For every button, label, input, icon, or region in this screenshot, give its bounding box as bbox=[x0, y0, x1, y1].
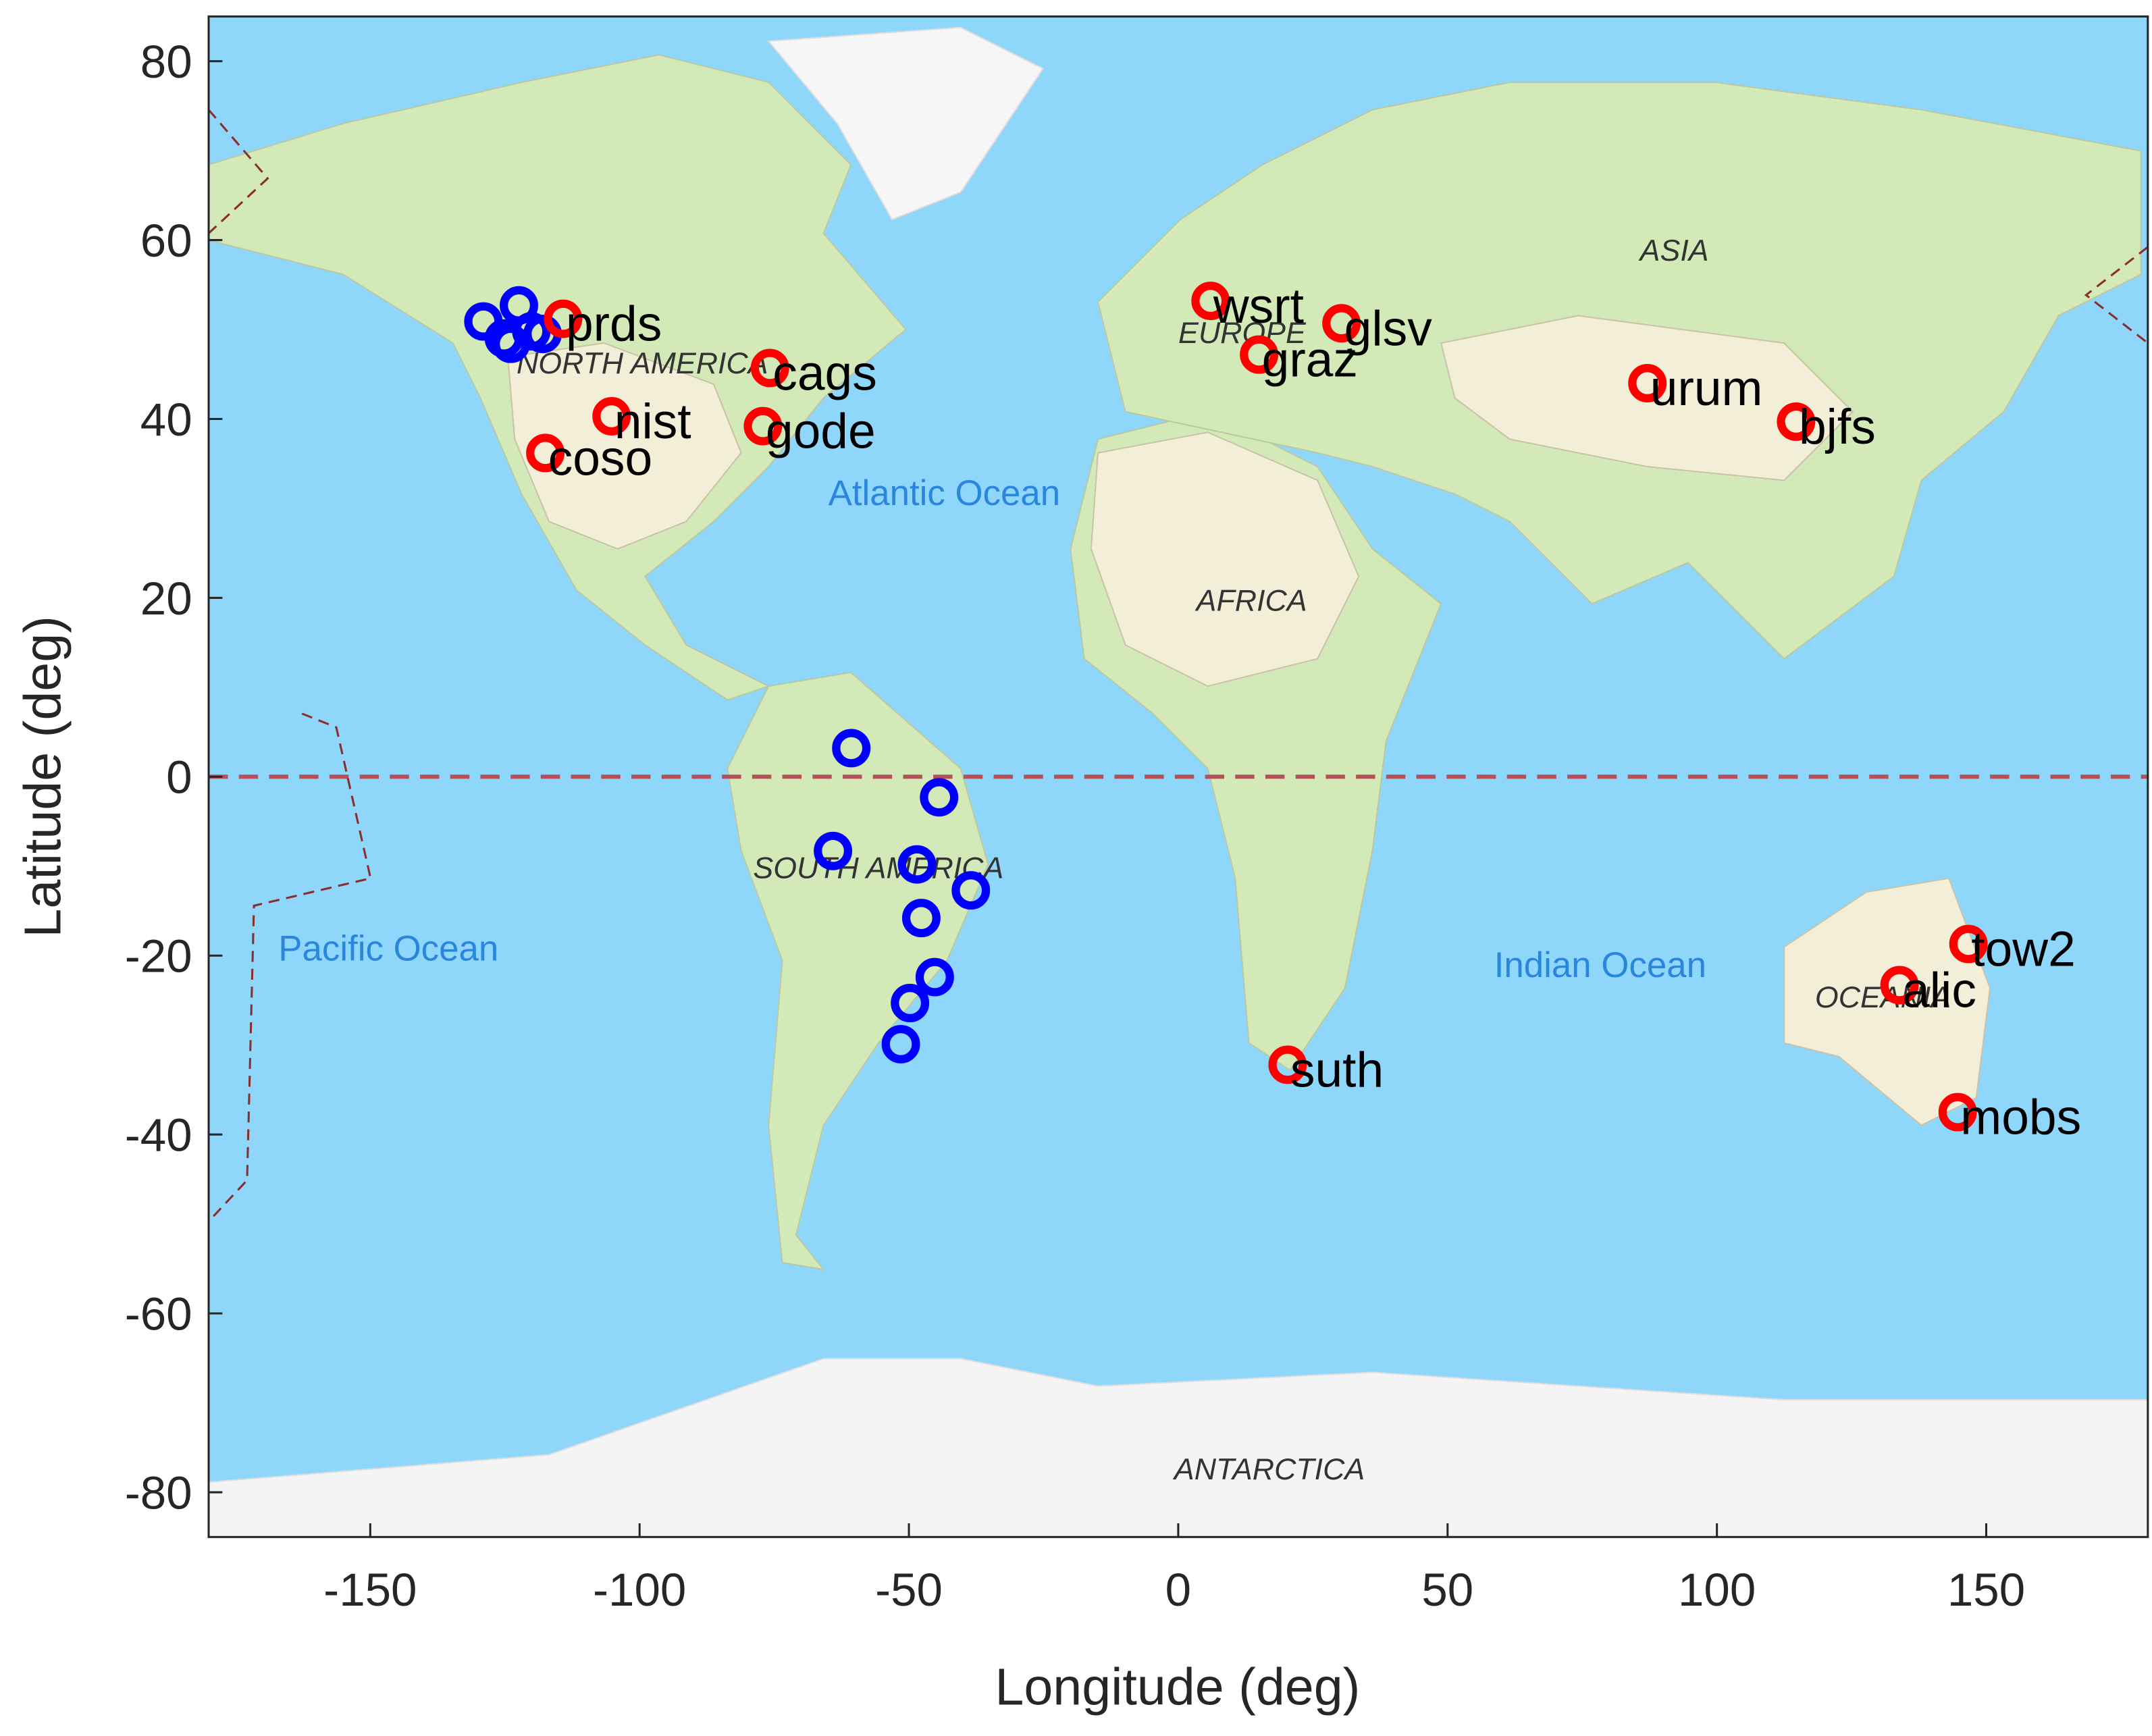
y-tick-label: 60 bbox=[140, 214, 192, 267]
map-label: AFRICA bbox=[1195, 584, 1307, 617]
map-label: NORTH AMERICA bbox=[517, 347, 768, 380]
station-marker bbox=[492, 324, 530, 363]
y-tick-label: -60 bbox=[125, 1288, 192, 1340]
dateline bbox=[207, 109, 269, 234]
land bbox=[506, 342, 742, 550]
station-label: bjfs bbox=[1799, 399, 1876, 454]
station-marker bbox=[1777, 402, 1816, 441]
x-tick-label: -150 bbox=[323, 1563, 417, 1616]
x-tick-label: 0 bbox=[1165, 1563, 1191, 1616]
station-marker bbox=[544, 299, 583, 338]
station-marker bbox=[881, 1024, 920, 1063]
station-label: coso bbox=[548, 430, 653, 485]
dateline bbox=[207, 712, 372, 1222]
station-marker bbox=[1322, 304, 1361, 343]
station-marker bbox=[1880, 966, 1919, 1005]
station-label: prds bbox=[566, 296, 662, 352]
station-marker bbox=[920, 778, 959, 817]
station-marker bbox=[1949, 924, 1988, 964]
series: prdsnistcosocagsgodewsrtgrazglsvurumbjfs… bbox=[526, 278, 2081, 1145]
station-label: wsrt bbox=[1213, 278, 1304, 334]
station-label: nist bbox=[614, 394, 691, 449]
land bbox=[727, 671, 989, 1271]
station-label: alic bbox=[1902, 963, 1976, 1018]
y-tick-label: 40 bbox=[140, 393, 192, 446]
station-marker bbox=[951, 871, 991, 910]
station-marker bbox=[897, 845, 937, 884]
y-tick-label: 20 bbox=[140, 572, 192, 625]
station-marker bbox=[592, 397, 631, 436]
station-label: glsv bbox=[1344, 300, 1433, 356]
station-marker bbox=[1240, 335, 1279, 374]
x-tick-label: 50 bbox=[1421, 1563, 1473, 1616]
station-marker bbox=[750, 348, 789, 388]
station-marker bbox=[1191, 282, 1230, 321]
y-tick-label: -80 bbox=[125, 1466, 192, 1519]
station-label: tow2 bbox=[1971, 922, 2076, 977]
y-tick-label: 0 bbox=[166, 751, 192, 804]
map-label: ANTARCTICA bbox=[1172, 1453, 1365, 1486]
x-tick-label: 150 bbox=[1947, 1563, 2025, 1616]
station-label: cags bbox=[772, 345, 877, 400]
station-marker bbox=[832, 729, 871, 768]
map-label: EUROPE bbox=[1178, 317, 1307, 350]
map-label: Atlantic Ocean bbox=[829, 473, 1061, 513]
basemap bbox=[207, 16, 2149, 1538]
station-marker bbox=[915, 957, 954, 997]
dateline bbox=[2084, 246, 2149, 344]
x-tick-label: 100 bbox=[1678, 1563, 1756, 1616]
series bbox=[464, 286, 991, 1063]
station-marker bbox=[1268, 1045, 1307, 1084]
land bbox=[767, 26, 1045, 221]
map-label: ASIA bbox=[1638, 234, 1709, 267]
station-marker bbox=[901, 899, 941, 938]
land bbox=[1783, 877, 1991, 1126]
y-tick-label: -40 bbox=[125, 1109, 192, 1161]
station-marker bbox=[891, 984, 930, 1022]
station-marker bbox=[526, 433, 565, 473]
station-marker bbox=[743, 406, 783, 446]
map-label: Indian Ocean bbox=[1494, 945, 1706, 985]
x-tick-label: -50 bbox=[875, 1563, 943, 1616]
station-label: mobs bbox=[1960, 1090, 2081, 1145]
land bbox=[1090, 431, 1360, 687]
station-label: gode bbox=[766, 404, 876, 459]
station-marker bbox=[814, 831, 853, 870]
map-label: Pacific Ocean bbox=[278, 929, 498, 969]
x-axis-label: Longitude (deg) bbox=[995, 1658, 1360, 1716]
y-axis-label: Latitude (deg) bbox=[14, 616, 72, 938]
y-tick-label: -20 bbox=[125, 930, 192, 982]
station-label: urum bbox=[1650, 361, 1763, 416]
station-label: suth bbox=[1290, 1042, 1384, 1097]
x-tick-label: -100 bbox=[593, 1563, 686, 1616]
station-marker bbox=[1938, 1093, 1977, 1132]
y-tick-label: 80 bbox=[140, 35, 192, 88]
station-marker bbox=[1628, 364, 1667, 402]
